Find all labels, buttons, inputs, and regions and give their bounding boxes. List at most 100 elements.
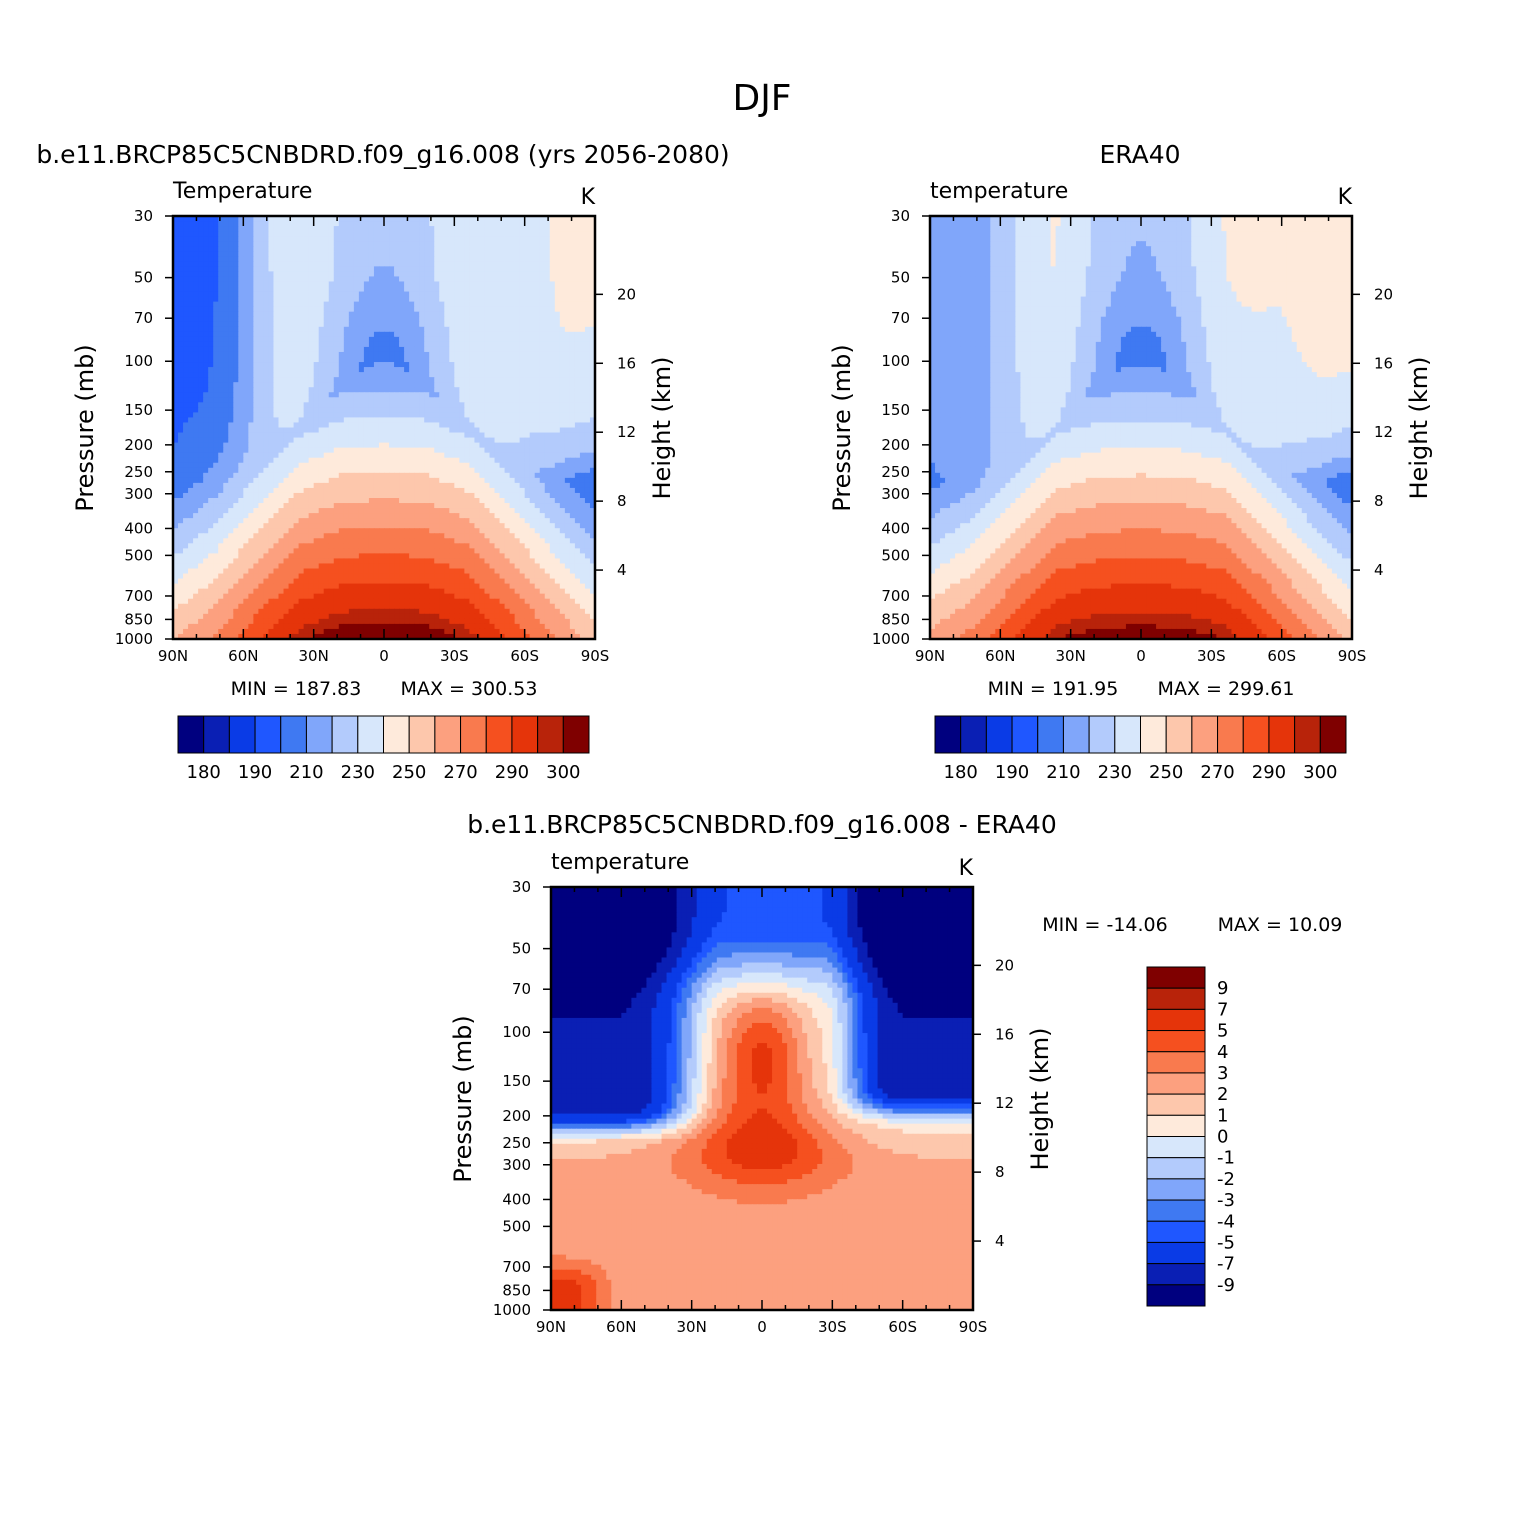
model-cell (313, 261, 320, 267)
model-cell (188, 266, 194, 272)
model-cell (253, 316, 259, 323)
model-cell (263, 336, 270, 343)
model-cell (464, 241, 470, 247)
model-cell (278, 467, 285, 474)
model-cell (188, 407, 194, 413)
model-cell (539, 261, 546, 267)
model-cell (554, 417, 561, 424)
model-cell (193, 477, 199, 484)
model-cell (273, 221, 280, 227)
model-cell (569, 442, 576, 449)
model-cell (534, 472, 541, 479)
model-cell (529, 241, 536, 247)
model-cell (193, 256, 199, 262)
model-cell (394, 306, 400, 313)
model-cell (564, 427, 571, 434)
model-cell (353, 377, 360, 383)
model-cell (318, 447, 325, 454)
model-cell (273, 472, 280, 479)
model-cell (308, 306, 315, 313)
model-cell (318, 513, 325, 519)
model-cell (394, 291, 400, 298)
model-cell (368, 367, 375, 373)
model-cell (589, 241, 596, 247)
model-cell (394, 437, 400, 444)
model-cell (268, 321, 275, 328)
model-cell (348, 281, 355, 288)
model-cell (308, 316, 315, 323)
model-cell (273, 326, 280, 333)
model-cell (273, 437, 280, 444)
model-cell (313, 336, 320, 343)
model-cell (439, 281, 445, 288)
model-cell (268, 286, 275, 293)
model-cell (429, 457, 435, 464)
model-cell (399, 422, 405, 429)
model-cell (574, 492, 581, 499)
model-cell (358, 392, 365, 398)
model-cell (198, 316, 204, 323)
model-cell (429, 276, 435, 283)
model-cell (489, 231, 496, 237)
model-cell (308, 357, 315, 363)
model-cell (534, 498, 541, 504)
model-cell (238, 241, 244, 247)
model-cell (333, 286, 340, 293)
model-cell (298, 281, 305, 288)
model-cell (579, 427, 586, 434)
model-cell (343, 452, 350, 459)
model-cell (288, 407, 295, 413)
model-cell (589, 432, 596, 439)
model-cell (368, 412, 375, 419)
model-cell (449, 336, 455, 343)
model-cell (268, 336, 275, 343)
model-cell (323, 462, 330, 469)
model-cell (439, 422, 445, 429)
model-cell (263, 321, 270, 328)
model-cell (223, 246, 229, 252)
model-cell (524, 341, 531, 348)
model-cell (178, 296, 184, 303)
model-cell (338, 346, 345, 353)
model-cell (298, 503, 305, 509)
model-cell (343, 382, 350, 388)
model-cell (499, 351, 506, 358)
model-cell (268, 216, 275, 222)
model-cell (233, 477, 239, 484)
model-cell (218, 392, 224, 398)
model-cell (544, 296, 551, 303)
model-cell (268, 311, 275, 318)
model-cell (303, 271, 310, 278)
model-cell (378, 301, 385, 308)
model-cell (343, 357, 350, 363)
model-cell (208, 377, 214, 383)
model-cell (253, 402, 259, 408)
model-cell (504, 498, 511, 504)
model-cell (188, 498, 194, 504)
model-cell (183, 503, 189, 509)
model-cell (363, 281, 370, 288)
model-cell (504, 382, 511, 388)
model-cell (338, 432, 345, 439)
model-cell (303, 236, 310, 242)
model-cell (429, 341, 435, 348)
model-cell (519, 331, 526, 338)
model-cell (363, 261, 370, 267)
model-cell (343, 412, 350, 419)
model-cell (338, 437, 345, 444)
model-cell (519, 432, 526, 439)
model-cell (223, 417, 229, 424)
model-cell (358, 427, 365, 434)
model-cell (564, 422, 571, 429)
model-cell (193, 271, 199, 278)
model-cell (193, 241, 199, 247)
model-cell (509, 256, 516, 262)
model-cell (238, 372, 244, 378)
model-cell (258, 326, 265, 333)
model-cell (564, 452, 571, 459)
model-cell (353, 346, 360, 353)
model-cell (469, 276, 476, 283)
model-cell (333, 236, 340, 242)
model-cell (419, 422, 425, 429)
model-cell (499, 498, 506, 504)
